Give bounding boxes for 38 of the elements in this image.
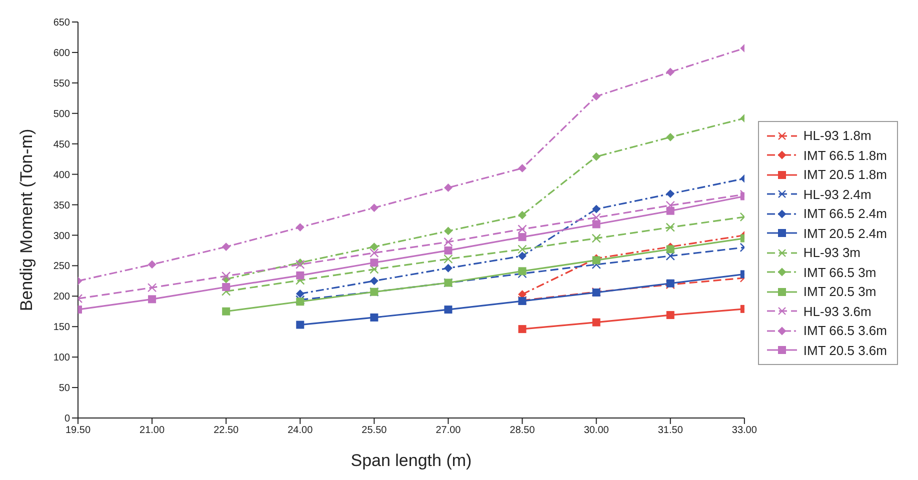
legend-label: IMT 20.5 1.8m (803, 167, 887, 182)
x-tick-label: 33.00 (732, 425, 758, 436)
legend-label: IMT 20.5 3.6m (803, 342, 887, 358)
y-tick-label: 650 (53, 18, 70, 29)
x-tick-label: 30.00 (584, 425, 610, 436)
x-tick-label: 25.50 (362, 425, 388, 436)
y-tick-label: 400 (53, 170, 70, 181)
y-tick-label: 550 (53, 78, 70, 90)
x-axis-title: Span length (m) (350, 451, 472, 470)
legend-label: HL-93 3.6m (803, 304, 872, 319)
y-tick-label: 350 (53, 200, 70, 212)
y-axis-title: Bendig Moment (Ton-m) (17, 128, 36, 312)
legend-label: HL-93 2.4m (803, 186, 872, 202)
x-tick-label: 21.00 (140, 425, 165, 436)
y-tick-label: 0 (64, 414, 70, 425)
y-tick-label: 100 (53, 352, 70, 364)
y-tick-label: 600 (53, 48, 70, 60)
x-tick-label: 27.00 (436, 425, 462, 436)
y-tick-label: 50 (58, 383, 70, 394)
legend-label: HL-93 3m (803, 245, 860, 260)
y-tick-label: 450 (53, 139, 70, 150)
legend-label: IMT 66.5 3m (803, 264, 876, 280)
x-tick-label: 19.50 (65, 425, 91, 436)
x-tick-label: 28.50 (510, 425, 536, 436)
legend-label: IMT 20.5 3m (803, 284, 876, 300)
x-tick-label: 22.50 (214, 425, 240, 436)
y-tick-label: 300 (53, 230, 70, 242)
y-tick-label: 500 (53, 108, 70, 120)
legend-label: IMT 20.5 2.4m (803, 226, 887, 241)
legend-label: IMT 66.5 3.6m (803, 323, 887, 338)
legend-label: IMT 66.5 2.4m (803, 206, 887, 222)
y-tick-label: 250 (53, 261, 70, 272)
y-tick-label: 150 (53, 322, 70, 334)
x-tick-label: 24.00 (288, 425, 314, 436)
y-tick-label: 200 (53, 292, 70, 303)
x-tick-label: 31.50 (658, 425, 684, 436)
legend-label: HL-93 1.8m (803, 128, 872, 144)
legend-label: IMT 66.5 1.8m (803, 148, 887, 163)
